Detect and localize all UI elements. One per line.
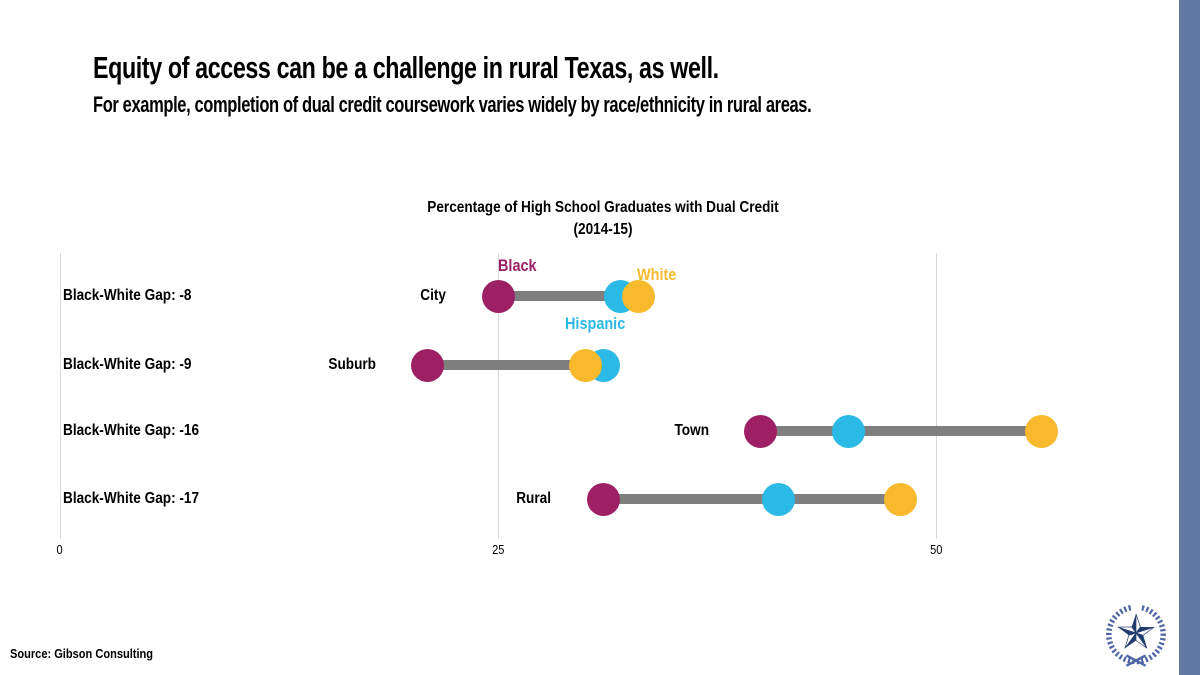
gap-label-rural: Black-White Gap: -17	[63, 490, 200, 507]
star-wreath-icon	[1106, 603, 1166, 667]
connector-town	[760, 426, 1042, 436]
x-tick-label: 50	[929, 542, 943, 557]
chart-title-line1: Percentage of High School Graduates with…	[427, 199, 779, 216]
dot-hispanic-town	[831, 414, 865, 448]
gap-label-town: Black-White Gap: -16	[63, 422, 200, 439]
x-tick-50: 50	[916, 542, 956, 557]
dot-black-city	[481, 279, 515, 313]
right-accent-bar	[1179, 0, 1200, 675]
dot-white-city	[621, 279, 655, 313]
slide-subtitle: For example, completion of dual credit c…	[93, 92, 812, 117]
row-label-town: Town	[674, 422, 709, 439]
source-note: Source: Gibson Consulting	[10, 646, 154, 661]
x-tick-label: 0	[56, 542, 64, 557]
dot-white-suburb	[569, 348, 603, 382]
gridline-50	[935, 253, 937, 539]
connector-city	[498, 291, 639, 301]
row-label-suburb: Suburb	[328, 356, 376, 373]
series-label-white: White	[637, 265, 677, 284]
chart-title-line2: (2014-15)	[573, 221, 633, 238]
chart-title: Percentage of High School Graduates with…	[253, 197, 953, 241]
x-tick-25: 25	[478, 542, 518, 557]
series-label-hispanic: Hispanic	[565, 314, 626, 333]
row-label-rural: Rural	[516, 490, 552, 507]
connector-rural	[603, 494, 901, 504]
dot-black-rural	[586, 482, 620, 516]
series-label-black: Black	[498, 256, 537, 275]
slide-title: Equity of access can be a challenge in r…	[93, 50, 719, 85]
dot-black-town	[744, 414, 778, 448]
row-label-city: City	[420, 287, 446, 304]
connector-suburb	[427, 360, 604, 370]
dot-white-town	[1024, 414, 1058, 448]
gap-label-suburb: Black-White Gap: -9	[63, 356, 192, 373]
dot-hispanic-rural	[761, 482, 795, 516]
dot-white-rural	[884, 482, 918, 516]
gridline-0	[59, 253, 61, 539]
gap-label-city: Black-White Gap: -8	[63, 287, 192, 304]
x-tick-0: 0	[40, 542, 80, 557]
dot-black-suburb	[411, 348, 445, 382]
texas-star-logo	[1102, 598, 1170, 668]
gridline-25	[497, 253, 499, 539]
x-tick-label: 25	[491, 542, 505, 557]
